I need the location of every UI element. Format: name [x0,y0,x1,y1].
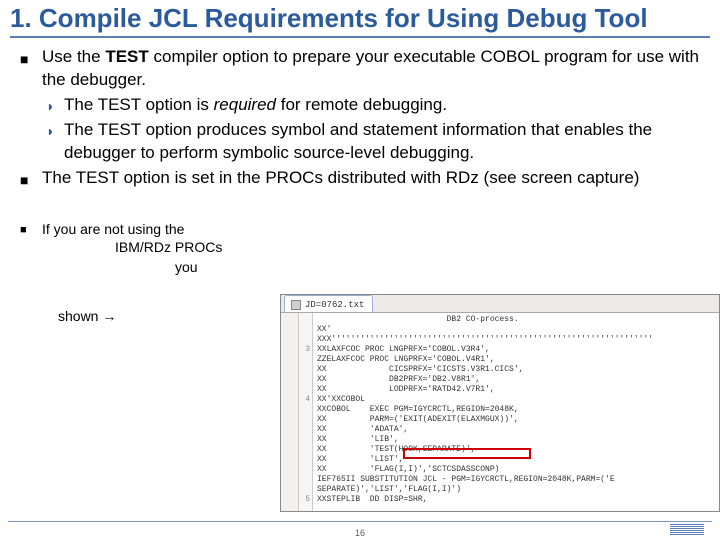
title-underline [10,36,710,38]
bullet-1a: ◗ The TEST option is required for remote… [46,94,700,117]
bullet-text: If you are not using the [42,220,184,239]
bullet-3-sub1: IBM/RDz PROCs [115,238,700,258]
b1a-post: for remote debugging. [276,95,447,114]
bullet-1b: ◗ The TEST option produces symbol and st… [46,119,700,165]
sub-bullet-text: The TEST option produces symbol and stat… [64,119,700,165]
editor-tab[interactable]: JD=0762.txt [284,295,373,312]
sub-bullet-text: The TEST option is required for remote d… [64,94,700,117]
file-icon [291,300,301,310]
page-number: 16 [355,528,365,538]
b1-pre: Use the [42,47,105,66]
bullet-2: ■ The TEST option is set in the PROCs di… [20,167,700,190]
code-area: 345 DB2 CO-process.XX'XXX'''''''''''''''… [281,313,719,511]
sub-bullet-marker: ◗ [46,94,64,117]
bullet-3: ■ If you are not using the [20,220,700,239]
highlight-box [403,448,531,459]
b1a-pre: The TEST option is [64,95,214,114]
bullet-3-sub2: you [175,258,700,277]
tab-label: JD=0762.txt [305,300,364,310]
editor-gutter: 345 [299,313,313,511]
b1-bold: TEST [105,47,148,66]
bullet-marker: ■ [20,220,42,239]
editor-tab-bar: JD=0762.txt [281,295,719,313]
ibm-logo [670,524,704,536]
bullet-text: Use the TEST compiler option to prepare … [42,46,700,92]
editor-margin [281,313,299,511]
footer-rule [8,521,712,522]
bullet-text: The TEST option is set in the PROCs dist… [42,167,700,190]
bullet-1: ■ Use the TEST compiler option to prepar… [20,46,700,92]
code-screenshot: JD=0762.txt 345 DB2 CO-process.XX'XXX'''… [280,294,720,512]
b1a-italic: required [214,95,276,114]
content-area: ■ Use the TEST compiler option to prepar… [0,46,720,326]
sub-bullet-marker: ◗ [46,119,64,165]
bullet-marker: ■ [20,46,42,92]
code-content: DB2 CO-process.XX'XXX'''''''''''''''''''… [313,313,719,511]
slide-title: 1. Compile JCL Requirements for Using De… [0,0,720,34]
bullet-marker: ■ [20,167,42,190]
